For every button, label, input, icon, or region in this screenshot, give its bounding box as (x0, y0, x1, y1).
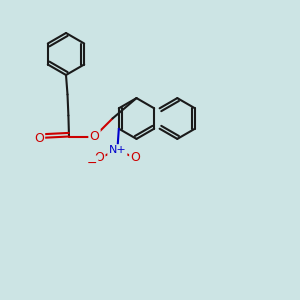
Text: −: − (87, 157, 97, 170)
Text: N+: N+ (109, 145, 126, 155)
Text: O: O (34, 131, 44, 145)
Text: O: O (90, 130, 99, 143)
Text: O: O (130, 151, 140, 164)
Text: O: O (94, 151, 104, 164)
